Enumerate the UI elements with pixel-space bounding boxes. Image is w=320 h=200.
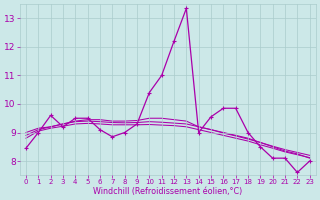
X-axis label: Windchill (Refroidissement éolien,°C): Windchill (Refroidissement éolien,°C): [93, 187, 243, 196]
